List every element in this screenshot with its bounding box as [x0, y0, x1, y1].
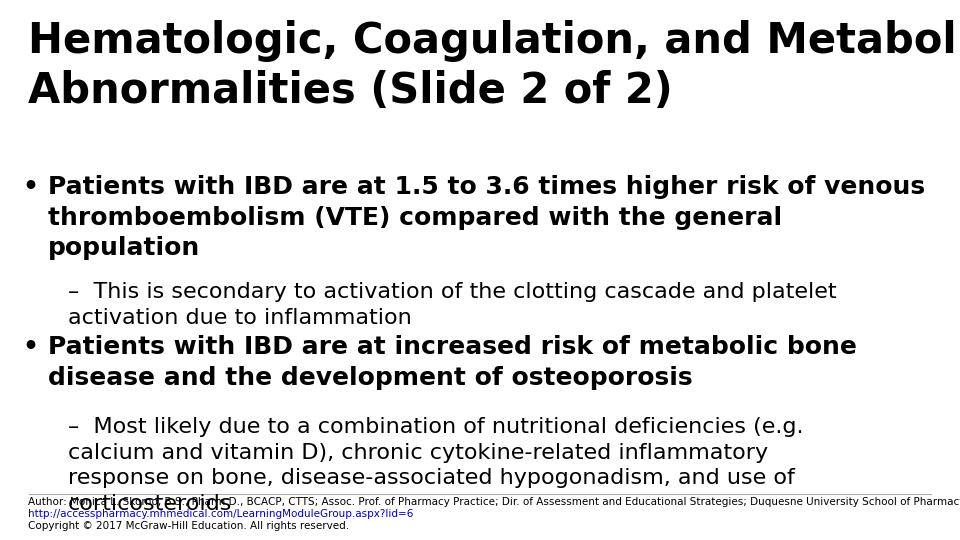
- Text: •: •: [22, 175, 38, 199]
- Text: Author: Monica L. Skomo, B.S., Pharm.D., BCACP, CTTS; Assoc. Prof. of Pharmacy P: Author: Monica L. Skomo, B.S., Pharm.D.,…: [28, 497, 960, 507]
- Text: •: •: [22, 335, 38, 359]
- Text: Copyright © 2017 McGraw-Hill Education. All rights reserved.: Copyright © 2017 McGraw-Hill Education. …: [28, 521, 349, 531]
- Text: Patients with IBD are at 1.5 to 3.6 times higher risk of venous
thromboembolism : Patients with IBD are at 1.5 to 3.6 time…: [48, 175, 925, 260]
- Text: –  This is secondary to activation of the clotting cascade and platelet
activati: – This is secondary to activation of the…: [68, 282, 836, 328]
- Text: http://accesspharmacy.mhmedical.com/LearningModuleGroup.aspx?lid=6: http://accesspharmacy.mhmedical.com/Lear…: [28, 509, 414, 519]
- Text: Patients with IBD are at increased risk of metabolic bone
disease and the develo: Patients with IBD are at increased risk …: [48, 335, 857, 390]
- Text: Hematologic, Coagulation, and Metabolic
Abnormalities (Slide 2 of 2): Hematologic, Coagulation, and Metabolic …: [28, 20, 960, 112]
- Text: –  Most likely due to a combination of nutritional deficiencies (e.g.
calcium an: – Most likely due to a combination of nu…: [68, 417, 804, 514]
